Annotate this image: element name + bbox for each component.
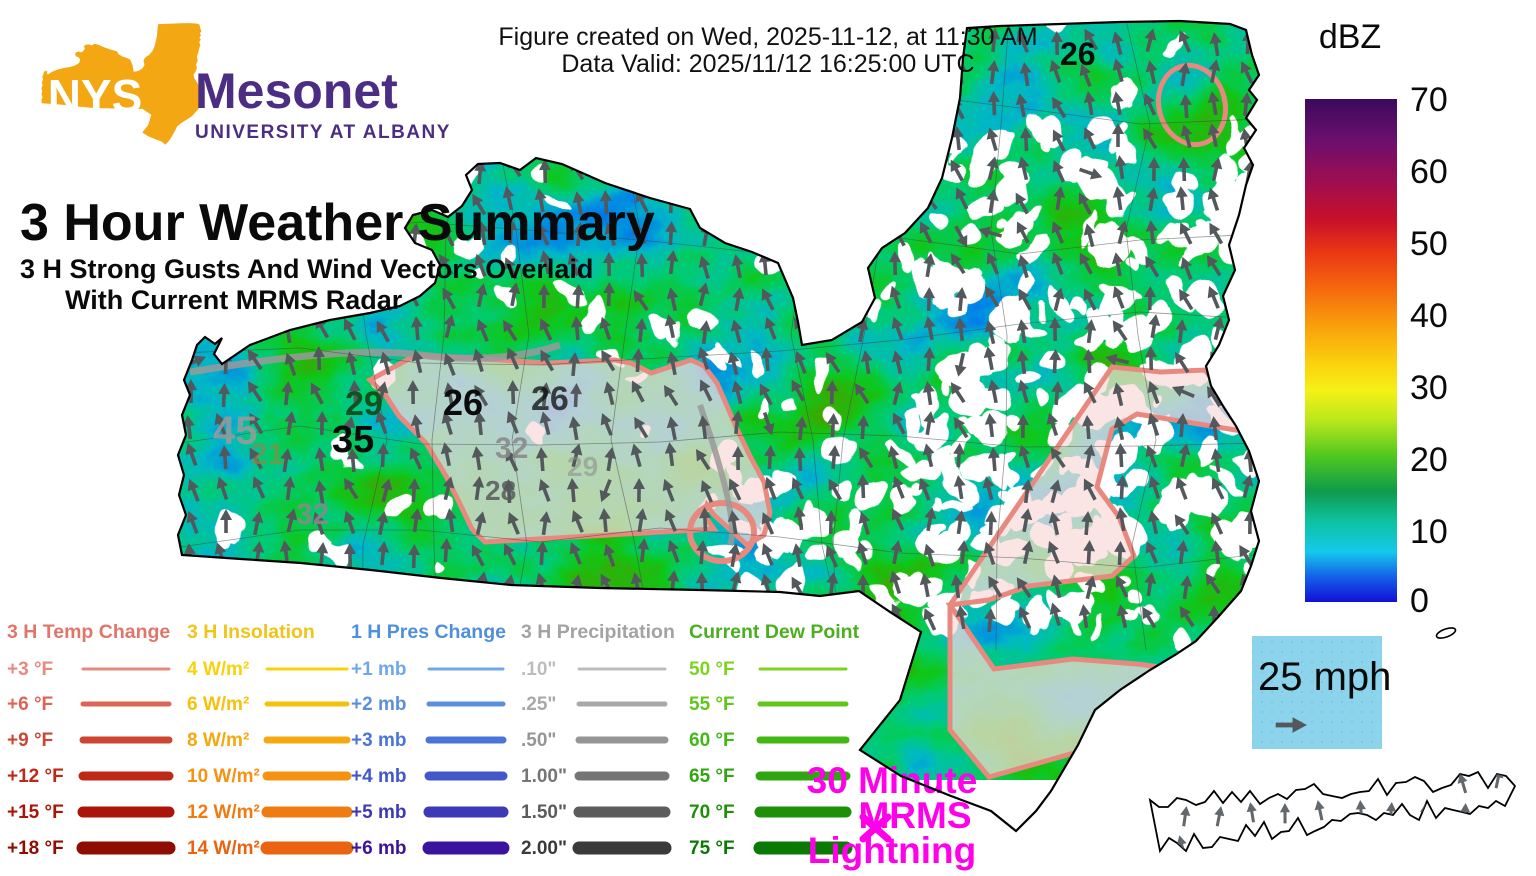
svg-text:NYS: NYS xyxy=(48,70,143,122)
svg-text:+12 °F: +12 °F xyxy=(7,766,64,787)
svg-text:60 °F: 60 °F xyxy=(689,730,735,751)
svg-text:29: 29 xyxy=(567,451,598,482)
svg-text:With Current MRMS Radar: With Current MRMS Radar xyxy=(65,285,403,315)
svg-text:70 °F: 70 °F xyxy=(689,802,735,823)
svg-text:.10": .10" xyxy=(521,659,556,680)
svg-text:8 W/m²: 8 W/m² xyxy=(187,730,249,751)
svg-text:Data Valid: 2025/11/12 16:25:0: Data Valid: 2025/11/12 16:25:00 UTC xyxy=(561,50,974,78)
svg-text:dBZ: dBZ xyxy=(1319,18,1381,56)
svg-text:+1 mb: +1 mb xyxy=(351,659,406,680)
svg-text:21: 21 xyxy=(251,438,284,471)
svg-text:26: 26 xyxy=(1060,36,1096,72)
svg-text:+3 °F: +3 °F xyxy=(7,659,53,680)
svg-text:+18 °F: +18 °F xyxy=(7,838,64,859)
svg-text:20: 20 xyxy=(1410,441,1448,479)
svg-text:12 W/m²: 12 W/m² xyxy=(187,802,260,823)
svg-text:UNIVERSITY AT ALBANY: UNIVERSITY AT ALBANY xyxy=(195,122,451,143)
svg-text:26: 26 xyxy=(531,380,569,418)
svg-text:1.50": 1.50" xyxy=(521,802,567,823)
svg-text:75 °F: 75 °F xyxy=(689,838,735,859)
svg-text:Lightning: Lightning xyxy=(808,830,977,871)
svg-text:28: 28 xyxy=(485,475,516,506)
svg-text:3 H Insolation: 3 H Insolation xyxy=(187,621,315,643)
svg-text:10 W/m²: 10 W/m² xyxy=(187,766,260,787)
svg-text:+15 °F: +15 °F xyxy=(7,802,64,823)
svg-text:4 W/m²: 4 W/m² xyxy=(187,659,249,680)
svg-text:+2 mb: +2 mb xyxy=(351,694,406,715)
svg-text:26: 26 xyxy=(443,382,483,423)
svg-text:32: 32 xyxy=(296,498,329,531)
svg-text:6 W/m²: 6 W/m² xyxy=(187,694,249,715)
svg-text:2.00": 2.00" xyxy=(521,838,567,859)
svg-text:60: 60 xyxy=(1410,153,1448,191)
svg-text:65 °F: 65 °F xyxy=(689,766,735,787)
svg-text:Figure created on Wed, 2025-11: Figure created on Wed, 2025-11-12, at 11… xyxy=(498,23,1037,51)
svg-text:+9 °F: +9 °F xyxy=(7,730,53,751)
svg-text:3 H Precipitation: 3 H Precipitation xyxy=(521,621,675,643)
svg-text:0: 0 xyxy=(1410,582,1429,620)
svg-text:.25": .25" xyxy=(521,694,556,715)
svg-text:1 H Pres Change: 1 H Pres Change xyxy=(351,621,506,643)
svg-text:+4 mb: +4 mb xyxy=(351,766,406,787)
svg-text:40: 40 xyxy=(1410,297,1448,335)
svg-text:70: 70 xyxy=(1410,81,1448,119)
svg-text:+3 mb: +3 mb xyxy=(351,730,406,751)
svg-text:29: 29 xyxy=(345,385,383,423)
svg-text:1.00": 1.00" xyxy=(521,766,567,787)
svg-text:.50": .50" xyxy=(521,730,556,751)
svg-text:+5 mb: +5 mb xyxy=(351,802,406,823)
svg-text:Current Dew Point: Current Dew Point xyxy=(689,621,860,643)
svg-text:55 °F: 55 °F xyxy=(689,694,735,715)
svg-text:50: 50 xyxy=(1410,225,1448,263)
svg-text:Mesonet: Mesonet xyxy=(195,63,398,119)
svg-text:10: 10 xyxy=(1410,513,1448,551)
svg-text:35: 35 xyxy=(332,419,374,461)
svg-text:3 H Temp Change: 3 H Temp Change xyxy=(7,621,170,643)
svg-text:3 H Strong Gusts And Wind Vect: 3 H Strong Gusts And Wind Vectors Overla… xyxy=(20,254,593,284)
svg-text:25 mph: 25 mph xyxy=(1258,655,1391,699)
svg-text:30: 30 xyxy=(1410,369,1448,407)
svg-text:3 Hour Weather Summary: 3 Hour Weather Summary xyxy=(20,194,655,252)
svg-text:+6 °F: +6 °F xyxy=(7,694,53,715)
svg-text:26: 26 xyxy=(1207,749,1240,782)
svg-text:+6 mb: +6 mb xyxy=(351,838,406,859)
svg-text:14 W/m²: 14 W/m² xyxy=(187,838,260,859)
svg-text:32: 32 xyxy=(495,432,528,465)
svg-text:50 °F: 50 °F xyxy=(689,659,735,680)
